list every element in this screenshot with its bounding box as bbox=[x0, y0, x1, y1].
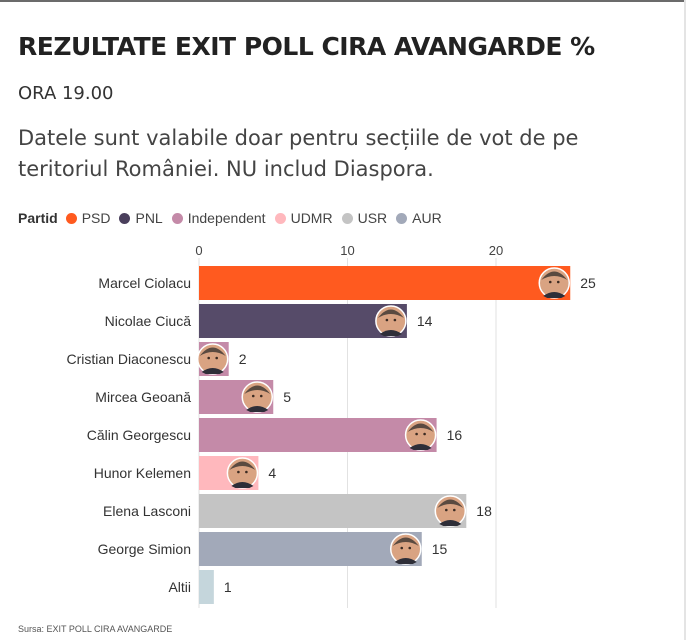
photo-eye bbox=[393, 318, 397, 322]
chart-description: Datele sunt valabile doar pentru secțiil… bbox=[18, 126, 579, 181]
value-label: 14 bbox=[417, 313, 433, 329]
category-label: Elena Lasconi bbox=[103, 503, 191, 519]
photo-eye bbox=[245, 470, 248, 474]
legend: Partid PSD PNL Independent UDMR USR AUR bbox=[18, 208, 451, 228]
photo-eye bbox=[215, 356, 218, 360]
photo-hair bbox=[392, 537, 419, 546]
photo-eye bbox=[453, 508, 456, 512]
category-label: Hunor Kelemen bbox=[94, 465, 191, 481]
photo-hair bbox=[541, 271, 568, 280]
value-label: 1 bbox=[224, 579, 232, 595]
photo-suit bbox=[439, 520, 462, 526]
photo-eye bbox=[251, 394, 255, 398]
photo-eye bbox=[556, 280, 560, 284]
photo-eye bbox=[408, 546, 412, 550]
legend-swatch-psd bbox=[65, 212, 77, 224]
photo-eye bbox=[207, 356, 210, 360]
legend-item-pnl[interactable]: PNL bbox=[119, 210, 163, 226]
frame-edge bbox=[684, 0, 686, 640]
photo-eye bbox=[423, 432, 426, 436]
photo-eye bbox=[548, 280, 552, 284]
photo-suit bbox=[201, 368, 224, 374]
bar bbox=[199, 418, 437, 452]
bar bbox=[199, 570, 214, 604]
legend-swatch-usr bbox=[341, 212, 353, 224]
chart-title: REZULTATE EXIT POLL CIRA AVANGARDE % bbox=[18, 32, 595, 61]
legend-swatch-independent bbox=[171, 212, 183, 224]
category-label: Călin Georgescu bbox=[87, 427, 191, 443]
top-rule bbox=[0, 0, 684, 2]
legend-item-usr[interactable]: USR bbox=[341, 210, 388, 226]
legend-label-usr: USR bbox=[357, 210, 388, 226]
photo-suit bbox=[231, 482, 254, 488]
photo-hair bbox=[437, 499, 464, 508]
photo-suit bbox=[543, 292, 566, 298]
photo-suit bbox=[394, 558, 417, 564]
bar bbox=[199, 532, 422, 566]
category-label: Nicolae Ciucă bbox=[105, 313, 192, 329]
legend-swatch-aur bbox=[396, 212, 408, 224]
value-label: 25 bbox=[580, 275, 596, 291]
legend-swatch-pnl bbox=[119, 212, 131, 224]
photo-eye bbox=[415, 432, 418, 436]
bar bbox=[199, 304, 407, 338]
source-note: Sursa: EXIT POLL CIRA AVANGARDE bbox=[18, 624, 173, 634]
photo-eye bbox=[237, 470, 240, 474]
legend-label-udmr: UDMR bbox=[290, 210, 333, 226]
bar bbox=[199, 266, 571, 300]
category-label: George Simion bbox=[98, 541, 191, 557]
photo-hair bbox=[407, 423, 434, 432]
photo-hair bbox=[377, 309, 404, 318]
legend-swatch-udmr bbox=[274, 212, 286, 224]
x-tick-label: 10 bbox=[340, 243, 354, 258]
category-label: Altii bbox=[168, 579, 191, 595]
photo-hair bbox=[244, 385, 271, 394]
x-tick-label: 0 bbox=[195, 243, 202, 258]
photo-eye bbox=[259, 394, 263, 398]
photo-hair bbox=[199, 347, 226, 356]
value-label: 15 bbox=[432, 541, 448, 557]
legend-label-psd: PSD bbox=[81, 210, 111, 226]
photo-hair bbox=[229, 461, 256, 470]
legend-item-aur[interactable]: AUR bbox=[396, 210, 442, 226]
legend-item-independent[interactable]: Independent bbox=[171, 210, 266, 226]
chart-subtitle: ORA 19.00 bbox=[18, 83, 114, 104]
photo-eye bbox=[400, 546, 404, 550]
legend-label-independent: Independent bbox=[187, 210, 266, 226]
legend-item-psd[interactable]: PSD bbox=[65, 210, 111, 226]
photo-suit bbox=[379, 330, 402, 336]
photo-eye bbox=[385, 318, 389, 322]
value-label: 16 bbox=[447, 427, 463, 443]
category-label: Cristian Diaconescu bbox=[67, 351, 192, 367]
value-label: 5 bbox=[283, 389, 291, 405]
photo-eye bbox=[445, 508, 448, 512]
legend-item-udmr[interactable]: UDMR bbox=[274, 210, 333, 226]
category-label: Mircea Geoană bbox=[95, 389, 191, 405]
category-label: Marcel Ciolacu bbox=[98, 275, 191, 291]
bar bbox=[199, 494, 467, 528]
legend-label-aur: AUR bbox=[412, 210, 442, 226]
photo-suit bbox=[246, 406, 269, 412]
legend-title: Partid bbox=[18, 210, 58, 226]
photo-suit bbox=[409, 444, 432, 450]
legend-label-pnl: PNL bbox=[135, 210, 163, 226]
x-tick-label: 20 bbox=[489, 243, 503, 258]
value-label: 4 bbox=[268, 465, 276, 481]
value-label: 2 bbox=[239, 351, 247, 367]
value-label: 18 bbox=[476, 503, 492, 519]
